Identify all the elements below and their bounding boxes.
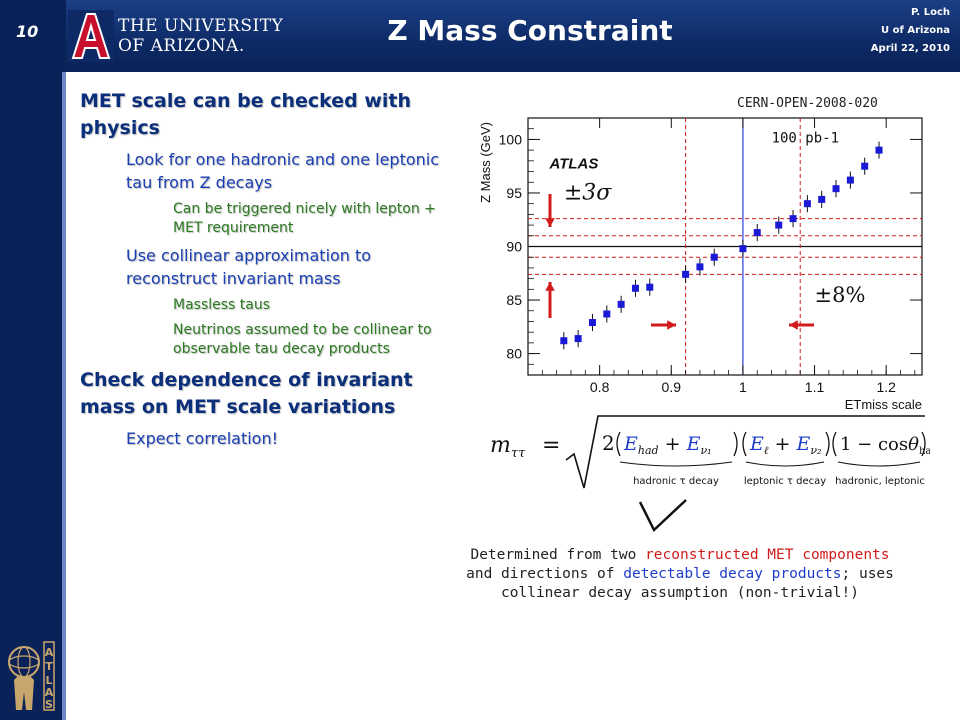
data-point — [875, 146, 883, 154]
data-point — [832, 185, 840, 193]
data-point — [560, 337, 568, 345]
affiliation: U of Arizona — [881, 25, 950, 36]
svg-text:=: = — [542, 433, 560, 458]
caption-part1: Determined from two — [470, 547, 646, 563]
svg-text:A: A — [45, 646, 54, 659]
y-axis-label: Z Mass (GeV) — [478, 122, 493, 203]
left-arrow-icon-head — [789, 320, 798, 330]
bullet-l2: Look for one hadronic and one leptonic t… — [126, 150, 440, 192]
data-point — [846, 176, 854, 184]
slide-header: 10 THE UNIVERSITY OF ARIZONA. Z Mass Con… — [0, 0, 960, 72]
header-left-block — [0, 0, 66, 72]
caption-part2: reconstructed MET components — [645, 547, 890, 563]
formula-lhs: m — [490, 433, 511, 458]
caption-part5: ; uses collinear decay assumption (non-t… — [501, 566, 894, 601]
bullet-l2: Expect correlation! — [126, 429, 278, 448]
right-arrow-icon-head — [667, 320, 676, 330]
data-point — [710, 253, 718, 261]
svg-text:1 − cosθhad,ℓ: 1 − cosθhad,ℓ — [840, 434, 930, 457]
bullet-l1: MET scale can be checked with physics — [80, 90, 412, 139]
data-point — [753, 229, 761, 237]
y-tick-label: 90 — [506, 239, 522, 255]
caption-part4: detectable decay products — [623, 566, 842, 582]
svg-text:A: A — [45, 686, 54, 699]
y-tick-label: 85 — [506, 292, 522, 308]
invariant-mass-formula: mττ = 2 Ehad + Eν₁ Eℓ + Eν₂ 1 − cosθhad,… — [490, 415, 930, 489]
lumi-label: 100 pb-1 — [772, 131, 839, 147]
label-leptonic-decay: leptonic τ decay — [744, 476, 826, 487]
data-point — [861, 162, 869, 170]
x-tick-label: 1.2 — [876, 379, 896, 395]
bullet-l3: Can be triggered nicely with lepton + ME… — [173, 201, 436, 236]
caption-part3: and directions of — [466, 566, 624, 582]
data-point — [818, 195, 826, 203]
label-hadronic-decay: hadronic τ decay — [633, 476, 719, 487]
atlas-logo-icon: A T L A S — [4, 636, 60, 716]
caption: Determined from two reconstructed MET co… — [455, 546, 905, 603]
university-name-line2: OF ARIZONA. — [118, 36, 245, 56]
arizona-a-icon — [68, 10, 114, 62]
bullet-l3: Massless taus — [173, 297, 271, 313]
slide-meta: P. Loch U of Arizona April 22, 2010 — [871, 4, 950, 58]
university-logo: THE UNIVERSITY OF ARIZONA. — [68, 10, 283, 66]
x-tick-label: 0.9 — [662, 379, 682, 395]
bullet-l1: Check dependence of invariant mass on ME… — [80, 369, 413, 418]
y-tick-label: 100 — [499, 131, 523, 147]
svg-text:mττ: mττ — [490, 433, 526, 461]
y-tick-label: 95 — [506, 185, 522, 201]
label-angle: hadronic, leptonic — [835, 476, 925, 487]
data-point — [682, 270, 690, 278]
slide-number: 10 — [16, 22, 39, 41]
y-tick-label: 80 — [506, 346, 522, 362]
svg-text:S: S — [45, 698, 53, 711]
up-arrow-icon-head — [545, 282, 555, 291]
pointer-lines-icon — [638, 499, 687, 533]
data-point — [603, 310, 611, 318]
data-point — [803, 200, 811, 208]
data-point — [739, 245, 747, 253]
data-point — [631, 284, 639, 292]
data-point — [775, 221, 783, 229]
data-point — [588, 319, 596, 327]
slide-title: Z Mass Constraint — [387, 14, 673, 47]
plot-frame — [527, 117, 923, 376]
down-arrow-icon-head — [545, 218, 555, 227]
plot-source: CERN-OPEN-2008-020 — [737, 96, 878, 111]
university-name-line1: THE UNIVERSITY — [118, 16, 284, 36]
x-tick-label: 1.1 — [805, 379, 825, 395]
svg-text:T: T — [45, 660, 53, 673]
svg-text:L: L — [45, 674, 52, 687]
bullet-list: MET scale can be checked with physics Lo… — [80, 88, 460, 456]
atlas-label: ATLAS — [548, 155, 598, 172]
author: P. Loch — [910, 7, 950, 18]
sigma-band-label: ±3σ — [564, 180, 612, 205]
bullet-l2: Use collinear approximation to reconstru… — [126, 246, 372, 288]
data-point — [574, 335, 582, 343]
date: April 22, 2010 — [870, 43, 950, 54]
svg-text:Eℓ + Eν₂: Eℓ + Eν₂ — [749, 433, 821, 457]
data-point — [646, 283, 654, 291]
svg-text:Ehad + Eν₁: Ehad + Eν₁ — [623, 433, 712, 457]
data-point — [696, 263, 704, 271]
data-point — [789, 215, 797, 223]
x-tick-label: 1 — [739, 379, 747, 395]
x-tick-label: 0.8 — [590, 379, 610, 395]
formula-lhs-subscript: ττ — [511, 446, 526, 461]
left-rail — [0, 72, 62, 720]
svg-text:2: 2 — [602, 431, 615, 455]
data-point — [617, 300, 625, 308]
bullet-l3: Neutrinos assumed to be collinear to obs… — [173, 322, 432, 357]
percent-band-label: ±8% — [815, 283, 866, 307]
left-rail-divider — [62, 72, 66, 720]
